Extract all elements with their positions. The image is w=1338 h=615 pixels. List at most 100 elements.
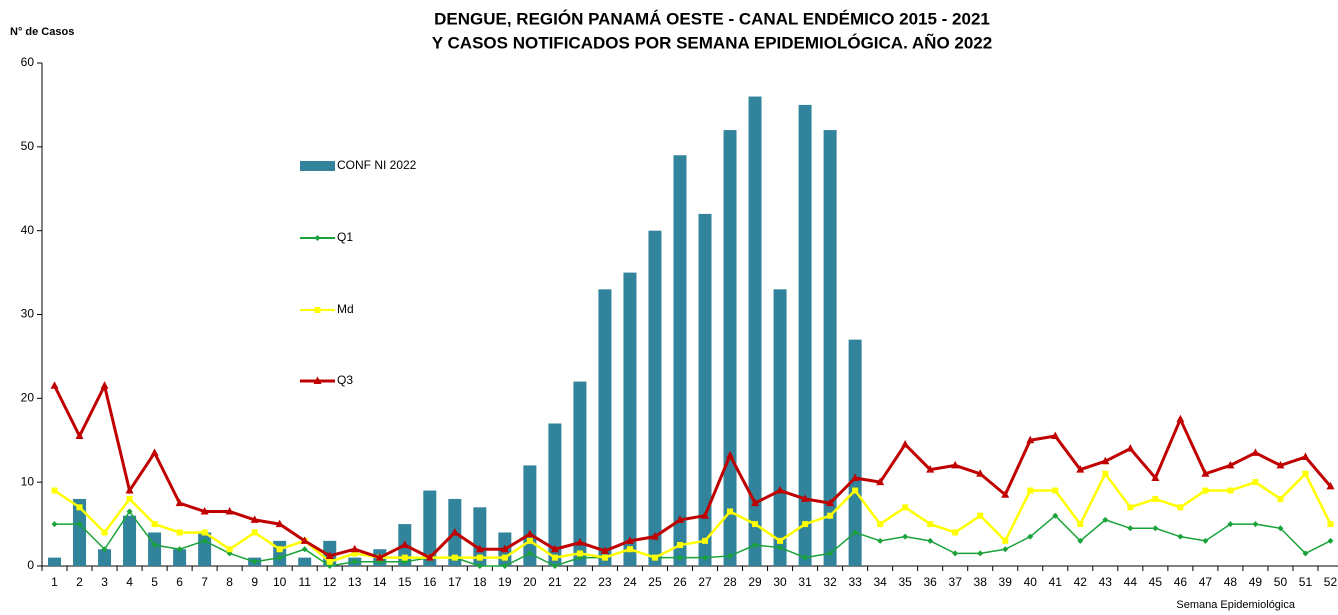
marker xyxy=(200,507,209,515)
marker xyxy=(1027,533,1034,540)
marker xyxy=(1052,512,1059,519)
y-tick-label: 60 xyxy=(21,55,35,69)
marker xyxy=(126,495,133,502)
marker xyxy=(50,381,59,389)
marker xyxy=(526,537,533,544)
line xyxy=(54,510,1331,567)
marker xyxy=(702,537,709,544)
chart-title: DENGUE, REGIÓN PANAMÁ OESTE - CANAL ENDÉ… xyxy=(434,9,990,28)
y-tick-label: 10 xyxy=(21,474,35,488)
marker xyxy=(675,515,684,523)
marker xyxy=(1326,481,1335,490)
legend-marker xyxy=(314,307,321,313)
marker xyxy=(201,537,208,544)
bar xyxy=(848,339,862,566)
marker xyxy=(777,544,784,551)
marker xyxy=(701,511,710,519)
marker xyxy=(250,515,259,523)
marker xyxy=(451,554,458,561)
marker xyxy=(450,527,459,536)
marker xyxy=(151,542,158,549)
marker xyxy=(176,546,183,553)
x-tick-label: 24 xyxy=(623,575,637,589)
bar xyxy=(623,272,637,566)
x-tick-label: 16 xyxy=(423,575,437,589)
marker xyxy=(1126,444,1135,452)
marker xyxy=(1027,487,1034,494)
marker xyxy=(702,554,709,561)
bar xyxy=(73,498,87,566)
x-tick-label: 1 xyxy=(51,575,58,589)
marker xyxy=(551,563,558,569)
legend-marker xyxy=(313,376,322,384)
marker xyxy=(852,529,859,536)
marker xyxy=(300,536,309,544)
marker xyxy=(851,473,860,481)
x-tick-label: 35 xyxy=(898,575,912,589)
marker xyxy=(727,508,734,515)
marker xyxy=(951,460,960,469)
marker xyxy=(827,512,834,519)
marker xyxy=(500,544,509,553)
x-tick-label: 29 xyxy=(748,575,762,589)
marker xyxy=(901,439,910,448)
bar xyxy=(273,540,287,566)
marker xyxy=(276,546,283,553)
marker xyxy=(401,554,408,561)
marker xyxy=(726,450,735,459)
x-tick-label: 7 xyxy=(201,575,208,589)
y-tick-label: 50 xyxy=(21,139,35,153)
x-tick-label: 25 xyxy=(648,575,662,589)
x-tick-label: 17 xyxy=(448,575,462,589)
y-tick-label: 20 xyxy=(21,391,35,405)
marker xyxy=(927,521,934,528)
x-tick-label: 11 xyxy=(298,575,311,589)
marker xyxy=(1177,504,1184,511)
bar xyxy=(298,557,312,566)
marker xyxy=(51,487,58,494)
marker xyxy=(1176,414,1185,423)
bar xyxy=(573,381,587,566)
marker xyxy=(575,538,584,546)
marker xyxy=(326,558,333,565)
marker xyxy=(75,431,84,440)
marker xyxy=(1226,460,1235,469)
x-tick-label: 22 xyxy=(573,575,587,589)
line xyxy=(53,381,1332,560)
bar xyxy=(773,289,787,566)
x-tick-label: 36 xyxy=(924,575,938,589)
x-tick-label: 43 xyxy=(1099,575,1113,589)
marker xyxy=(1052,487,1059,494)
marker xyxy=(727,552,734,559)
x-tick-label: 20 xyxy=(523,575,537,589)
bar xyxy=(548,423,562,566)
marker xyxy=(1277,495,1284,502)
legend-label: Md xyxy=(337,302,354,316)
marker xyxy=(325,551,334,559)
x-axis-label: Semana Epidemiológica xyxy=(1176,599,1296,611)
marker xyxy=(676,542,683,549)
marker xyxy=(1077,537,1084,544)
marker xyxy=(1252,479,1259,486)
x-tick-label: 3 xyxy=(101,575,108,589)
marker xyxy=(1002,537,1009,544)
marker xyxy=(1301,452,1310,461)
marker xyxy=(151,521,158,528)
bar xyxy=(173,549,187,566)
y-tick-label: 0 xyxy=(27,558,34,572)
marker xyxy=(1327,537,1334,544)
marker xyxy=(1002,546,1009,553)
marker xyxy=(600,546,609,554)
x-tick-label: 2 xyxy=(76,575,83,589)
marker xyxy=(1101,456,1110,465)
marker xyxy=(475,544,484,553)
marker xyxy=(51,521,58,528)
bar xyxy=(48,557,62,566)
legend-label: CONF NI 2022 xyxy=(337,158,417,172)
marker xyxy=(826,498,835,507)
marker xyxy=(1152,495,1159,502)
marker xyxy=(375,553,384,561)
marker xyxy=(76,504,83,511)
marker xyxy=(576,550,583,557)
marker xyxy=(976,469,985,477)
